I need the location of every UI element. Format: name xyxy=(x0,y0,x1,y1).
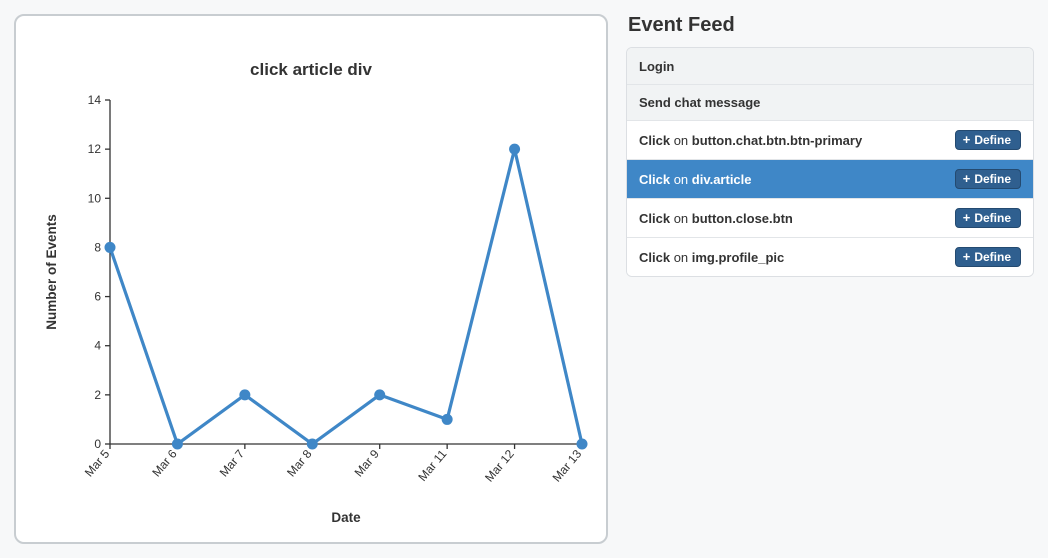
event-feed-item[interactable]: Click on button.close.btn +Define xyxy=(627,198,1033,237)
svg-text:8: 8 xyxy=(94,240,101,254)
define-button[interactable]: +Define xyxy=(955,130,1021,150)
define-button[interactable]: +Define xyxy=(955,208,1021,228)
svg-text:14: 14 xyxy=(88,93,102,107)
svg-text:Mar 11: Mar 11 xyxy=(415,447,449,484)
svg-text:6: 6 xyxy=(94,290,101,304)
define-button-label: Define xyxy=(974,212,1011,224)
event-feed-item-label: Send chat message xyxy=(639,95,760,110)
define-button-label: Define xyxy=(974,173,1011,185)
svg-text:Mar 5: Mar 5 xyxy=(82,447,113,480)
svg-text:Mar 7: Mar 7 xyxy=(217,447,248,480)
event-feed-panel: Event Feed Login Send chat message Click o… xyxy=(626,14,1034,277)
define-button-label: Define xyxy=(974,134,1011,146)
svg-text:Mar 13: Mar 13 xyxy=(550,447,585,485)
define-button-label: Define xyxy=(974,251,1011,263)
plus-icon: + xyxy=(963,172,971,185)
event-feed-item[interactable]: Click on button.chat.btn.btn-primary +Def… xyxy=(627,120,1033,159)
event-feed-item-label: Login xyxy=(639,59,674,74)
events-line-chart: 02468101214Mar 5Mar 6Mar 7Mar 8Mar 9Mar … xyxy=(30,90,592,530)
plus-icon: + xyxy=(963,250,971,263)
svg-text:4: 4 xyxy=(94,339,101,353)
event-feed-item-label: Click on div.article xyxy=(639,172,752,187)
svg-text:Mar 6: Mar 6 xyxy=(149,447,180,480)
event-feed-item[interactable]: Click on img.profile_pic +Define xyxy=(627,237,1033,276)
event-feed-item[interactable]: Click on div.article +Define xyxy=(627,159,1033,198)
svg-text:Mar 9: Mar 9 xyxy=(352,447,383,480)
event-feed-list: Login Send chat message Click on button.ch… xyxy=(626,47,1034,277)
plus-icon: + xyxy=(963,211,971,224)
define-button[interactable]: +Define xyxy=(955,169,1021,189)
svg-text:2: 2 xyxy=(94,388,101,402)
svg-text:Mar 8: Mar 8 xyxy=(284,447,315,480)
event-feed-item-label: Click on img.profile_pic xyxy=(639,250,784,265)
svg-text:Mar 12: Mar 12 xyxy=(482,447,517,485)
svg-text:12: 12 xyxy=(88,142,102,156)
event-feed-title: Event Feed xyxy=(628,14,1034,37)
plus-icon: + xyxy=(963,133,971,146)
chart-title: click article div xyxy=(30,60,592,80)
define-button[interactable]: +Define xyxy=(955,247,1021,267)
svg-text:Number of Events: Number of Events xyxy=(44,214,59,330)
event-feed-item-label: Click on button.close.btn xyxy=(639,211,793,226)
svg-text:10: 10 xyxy=(88,191,102,205)
event-feed-item-label: Click on button.chat.btn.btn-primary xyxy=(639,133,862,148)
chart-card: click article div 02468101214Mar 5Mar 6M… xyxy=(14,14,608,544)
event-feed-header-row: Login xyxy=(627,48,1033,84)
event-feed-header-row: Send chat message xyxy=(627,84,1033,120)
svg-text:Date: Date xyxy=(331,510,361,525)
